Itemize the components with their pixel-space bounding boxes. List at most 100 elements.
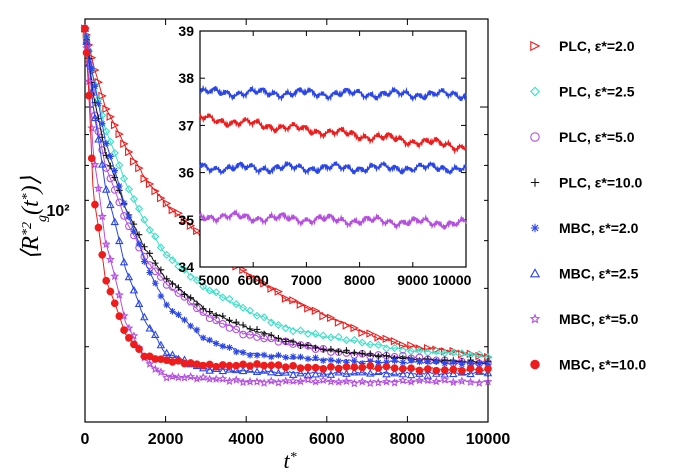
data-point <box>381 376 391 386</box>
data-point <box>129 331 139 340</box>
data-point <box>303 329 313 338</box>
data-point <box>90 159 100 169</box>
data-point <box>115 236 124 245</box>
series-7 <box>81 24 492 375</box>
data-point <box>163 301 170 309</box>
data-point <box>192 276 201 285</box>
legend-label: PLC, ε*=10.0 <box>559 175 643 191</box>
data-point <box>382 369 391 378</box>
data-point <box>120 139 129 149</box>
data-point <box>225 361 234 370</box>
data-point <box>351 349 358 357</box>
data-point <box>130 157 139 166</box>
data-point <box>475 350 484 359</box>
data-point <box>390 368 399 377</box>
data-point <box>398 364 407 373</box>
data-point <box>141 243 148 251</box>
data-point <box>151 259 159 267</box>
data-point <box>125 147 134 157</box>
data-point <box>351 357 358 365</box>
inset-y-tick-label: 35 <box>178 212 194 228</box>
data-point <box>101 239 111 249</box>
data-point <box>406 377 416 386</box>
data-point <box>288 376 298 385</box>
data-point <box>218 320 227 328</box>
data-point <box>319 312 328 321</box>
data-point <box>273 377 283 387</box>
data-point <box>232 318 240 326</box>
data-point <box>198 372 208 382</box>
data-point <box>407 341 416 350</box>
data-point <box>141 258 148 265</box>
data-point <box>169 308 176 315</box>
data-point <box>466 377 476 386</box>
data-point <box>274 361 283 369</box>
data-point <box>398 346 407 355</box>
data-point <box>374 333 383 342</box>
legend-label: PLC, ε*=2.0 <box>559 38 635 54</box>
data-point <box>115 129 124 139</box>
data-point <box>327 356 335 364</box>
data-point <box>187 294 194 302</box>
data-point <box>358 367 367 376</box>
data-point <box>449 348 458 357</box>
data-point <box>366 368 375 377</box>
legend-label: MBC, ε*=2.0 <box>559 220 639 236</box>
data-point <box>319 364 328 373</box>
data-point <box>102 127 111 136</box>
data-point <box>483 377 493 386</box>
data-point <box>111 167 119 174</box>
data-point <box>391 357 398 365</box>
data-point <box>115 312 124 320</box>
data-point <box>162 373 172 382</box>
data-point <box>448 377 458 387</box>
data-point <box>350 335 359 345</box>
data-point <box>415 344 424 353</box>
legend-item: PLC, ε*=2.5 <box>530 84 635 100</box>
data-point <box>296 364 305 372</box>
data-point <box>94 127 103 136</box>
data-point <box>366 329 375 338</box>
data-point <box>174 356 183 365</box>
legend-marker <box>530 132 540 142</box>
data-point <box>106 112 115 121</box>
data-point <box>120 326 128 334</box>
x-tick-label: 10000 <box>466 431 511 448</box>
x-tick-label: 8000 <box>390 431 426 448</box>
data-point <box>162 250 171 259</box>
data-point <box>163 275 170 283</box>
data-point <box>93 183 103 193</box>
data-point <box>373 377 383 387</box>
data-point <box>458 366 466 375</box>
legend-marker <box>530 178 540 187</box>
data-point <box>180 265 189 274</box>
data-point <box>466 369 475 378</box>
data-point <box>312 344 319 352</box>
legend-item: MBC, ε*=5.0 <box>529 311 639 327</box>
data-point <box>289 338 297 346</box>
data-point <box>206 308 213 315</box>
data-point <box>253 333 261 341</box>
data-point <box>334 364 343 373</box>
series-1 <box>80 24 493 362</box>
data-point <box>110 148 119 158</box>
data-point <box>296 376 306 386</box>
data-point <box>311 306 321 315</box>
data-point <box>110 217 120 226</box>
data-point <box>441 360 449 367</box>
data-point <box>151 267 160 276</box>
data-point <box>432 346 441 356</box>
data-point <box>484 364 492 373</box>
data-point <box>246 351 254 359</box>
data-point <box>382 344 391 353</box>
data-point <box>246 362 254 370</box>
data-point <box>423 375 433 385</box>
data-point <box>296 368 305 377</box>
data-point <box>199 282 208 291</box>
data-point <box>239 303 248 312</box>
data-point <box>304 342 312 349</box>
data-point <box>334 332 343 342</box>
inset-y-tick-label: 38 <box>178 70 194 86</box>
data-point <box>135 345 143 353</box>
data-point <box>282 354 290 361</box>
